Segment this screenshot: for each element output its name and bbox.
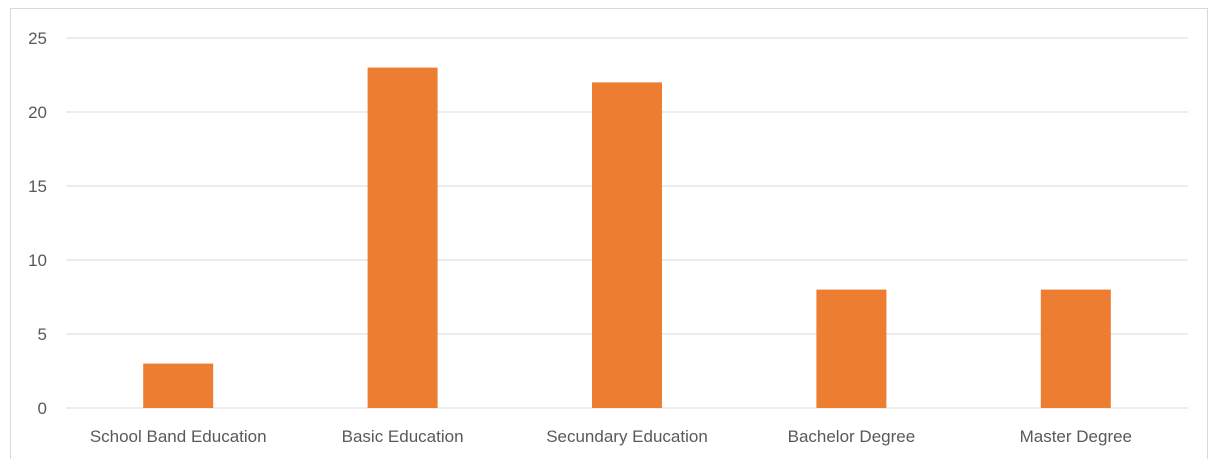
bar-secundary-education bbox=[592, 82, 662, 409]
bar-master-degree bbox=[1040, 289, 1111, 408]
bar-basic-education bbox=[367, 67, 438, 408]
bars bbox=[143, 67, 1111, 409]
y-tick-label: 20 bbox=[28, 103, 47, 122]
y-tick-label: 10 bbox=[28, 251, 47, 270]
category-labels: School Band Education Basic Education Secu… bbox=[90, 427, 1132, 446]
category-label: School Band Education bbox=[90, 427, 267, 446]
bar-bachelor-degree bbox=[816, 289, 887, 408]
y-tick-label: 25 bbox=[28, 29, 47, 48]
y-axis-tick-labels: 0 5 10 15 20 25 bbox=[28, 29, 47, 418]
category-label: Master Degree bbox=[1020, 427, 1132, 446]
bar-school-band-education bbox=[143, 363, 214, 408]
y-tick-label: 5 bbox=[38, 325, 47, 344]
y-tick-label: 15 bbox=[28, 177, 47, 196]
y-tick-label: 0 bbox=[38, 399, 47, 418]
category-label: Bachelor Degree bbox=[788, 427, 916, 446]
category-label: Basic Education bbox=[342, 427, 464, 446]
category-label: Secundary Education bbox=[546, 427, 708, 446]
